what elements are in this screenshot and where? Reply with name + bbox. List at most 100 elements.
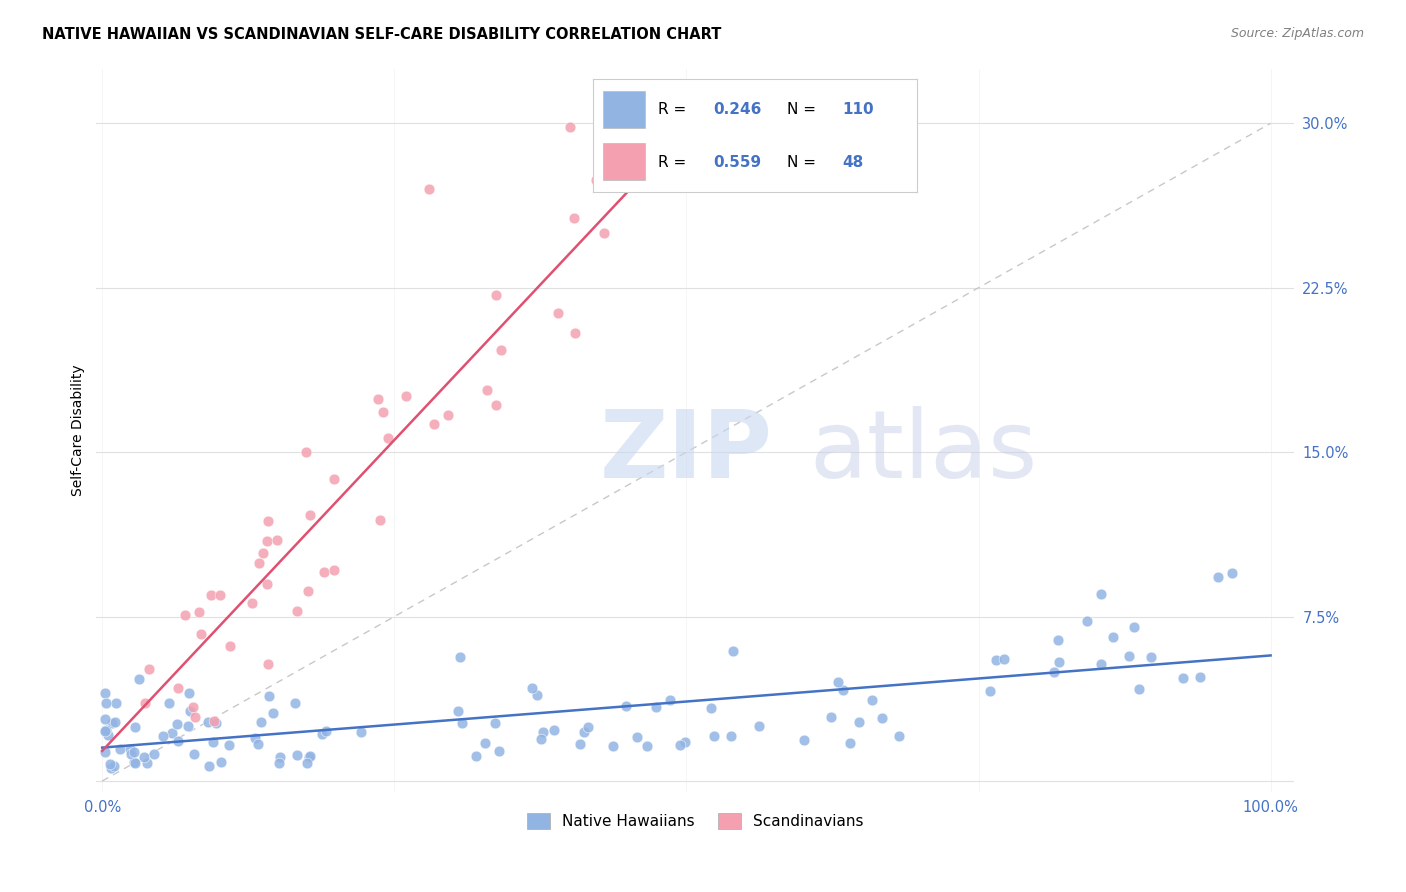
Point — [1047, 633, 1070, 648]
Point — [636, 739, 658, 753]
Point — [134, 696, 156, 710]
Point — [120, 747, 142, 761]
Point — [748, 718, 770, 732]
Point — [177, 719, 200, 733]
Point — [564, 326, 586, 340]
Point — [243, 731, 266, 746]
Point — [986, 653, 1008, 667]
Point — [526, 688, 548, 702]
Point — [870, 711, 893, 725]
Point — [394, 389, 416, 403]
Point — [450, 715, 472, 730]
Point — [93, 712, 115, 726]
Point — [177, 686, 200, 700]
Point — [97, 728, 120, 742]
Point — [1090, 657, 1112, 671]
Point — [1042, 665, 1064, 679]
Point — [699, 120, 721, 134]
Point — [209, 755, 232, 769]
Point — [488, 744, 510, 758]
Point — [311, 727, 333, 741]
Point — [449, 649, 471, 664]
Point — [93, 686, 115, 700]
Point — [558, 120, 581, 134]
Point — [183, 747, 205, 761]
Point — [174, 608, 197, 623]
Point — [166, 716, 188, 731]
Point — [104, 715, 127, 730]
Point — [793, 732, 815, 747]
Legend: Native Hawaiians, Scandinavians: Native Hawaiians, Scandinavians — [520, 806, 869, 835]
Point — [256, 533, 278, 548]
Point — [138, 662, 160, 676]
Point — [447, 704, 470, 718]
Point — [183, 709, 205, 723]
Point — [1123, 620, 1146, 634]
Point — [190, 627, 212, 641]
Point — [1090, 587, 1112, 601]
Point — [157, 696, 180, 710]
Point — [562, 211, 585, 226]
Point — [683, 138, 706, 153]
Point — [197, 715, 219, 730]
Point — [262, 706, 284, 720]
Point — [152, 730, 174, 744]
Point — [703, 729, 725, 743]
Point — [297, 584, 319, 599]
Point — [136, 756, 159, 770]
Point — [1206, 570, 1229, 584]
Point — [368, 513, 391, 527]
Point — [520, 681, 543, 695]
Point — [530, 731, 553, 746]
Point — [489, 343, 512, 357]
Point — [257, 690, 280, 704]
Point — [143, 747, 166, 761]
Point — [1076, 614, 1098, 628]
Point — [94, 723, 117, 738]
Point — [1171, 671, 1194, 685]
Point — [287, 747, 309, 762]
Point — [122, 745, 145, 759]
Point — [124, 756, 146, 770]
Point — [120, 742, 142, 756]
Point — [839, 736, 862, 750]
Point — [94, 696, 117, 710]
Point — [267, 756, 290, 771]
Point — [645, 699, 668, 714]
Text: atlas: atlas — [808, 406, 1038, 498]
Point — [485, 398, 508, 412]
Point — [247, 556, 270, 570]
Point — [574, 724, 596, 739]
Point — [371, 404, 394, 418]
Point — [202, 714, 225, 728]
Point — [1128, 682, 1150, 697]
Point — [257, 515, 280, 529]
Point — [132, 750, 155, 764]
Point — [1220, 566, 1243, 580]
Point — [585, 173, 607, 187]
Point — [626, 731, 648, 745]
Point — [593, 226, 616, 240]
Point — [547, 306, 569, 320]
Point — [284, 696, 307, 710]
Point — [160, 726, 183, 740]
Point — [93, 724, 115, 739]
Point — [208, 588, 231, 602]
Point — [418, 182, 440, 196]
Point — [269, 750, 291, 764]
Point — [166, 734, 188, 748]
Point — [423, 417, 446, 431]
Point — [485, 288, 508, 302]
Point — [889, 729, 911, 743]
Point — [200, 588, 222, 602]
Point — [475, 383, 498, 397]
Point — [294, 445, 316, 459]
Point — [700, 701, 723, 715]
Point — [179, 704, 201, 718]
Point — [673, 735, 696, 749]
Point — [1102, 630, 1125, 644]
Point — [543, 723, 565, 738]
Point — [323, 563, 346, 577]
Point — [474, 736, 496, 750]
Y-axis label: Self-Care Disability: Self-Care Disability — [72, 365, 86, 496]
